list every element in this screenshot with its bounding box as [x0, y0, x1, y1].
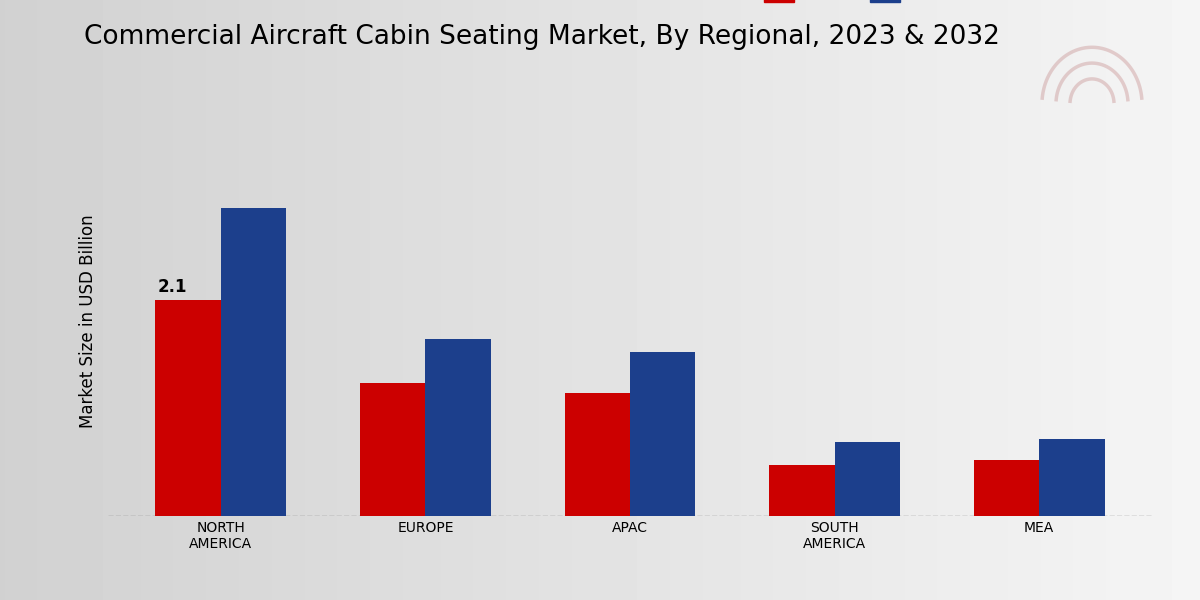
Bar	[630, 352, 696, 516]
Bar	[426, 340, 491, 516]
Bar	[360, 383, 426, 516]
Bar	[221, 208, 287, 516]
Text: Commercial Aircraft Cabin Seating Market, By Regional, 2023 & 2032: Commercial Aircraft Cabin Seating Market…	[84, 24, 1000, 50]
Bar	[564, 393, 630, 516]
Bar	[973, 460, 1039, 516]
Legend: 2023, 2032: 2023, 2032	[764, 0, 955, 4]
Bar	[769, 464, 834, 516]
Bar	[1039, 439, 1104, 516]
Text: 2.1: 2.1	[157, 278, 187, 296]
Bar	[834, 442, 900, 516]
Bar	[156, 301, 221, 516]
Y-axis label: Market Size in USD Billion: Market Size in USD Billion	[79, 214, 97, 428]
